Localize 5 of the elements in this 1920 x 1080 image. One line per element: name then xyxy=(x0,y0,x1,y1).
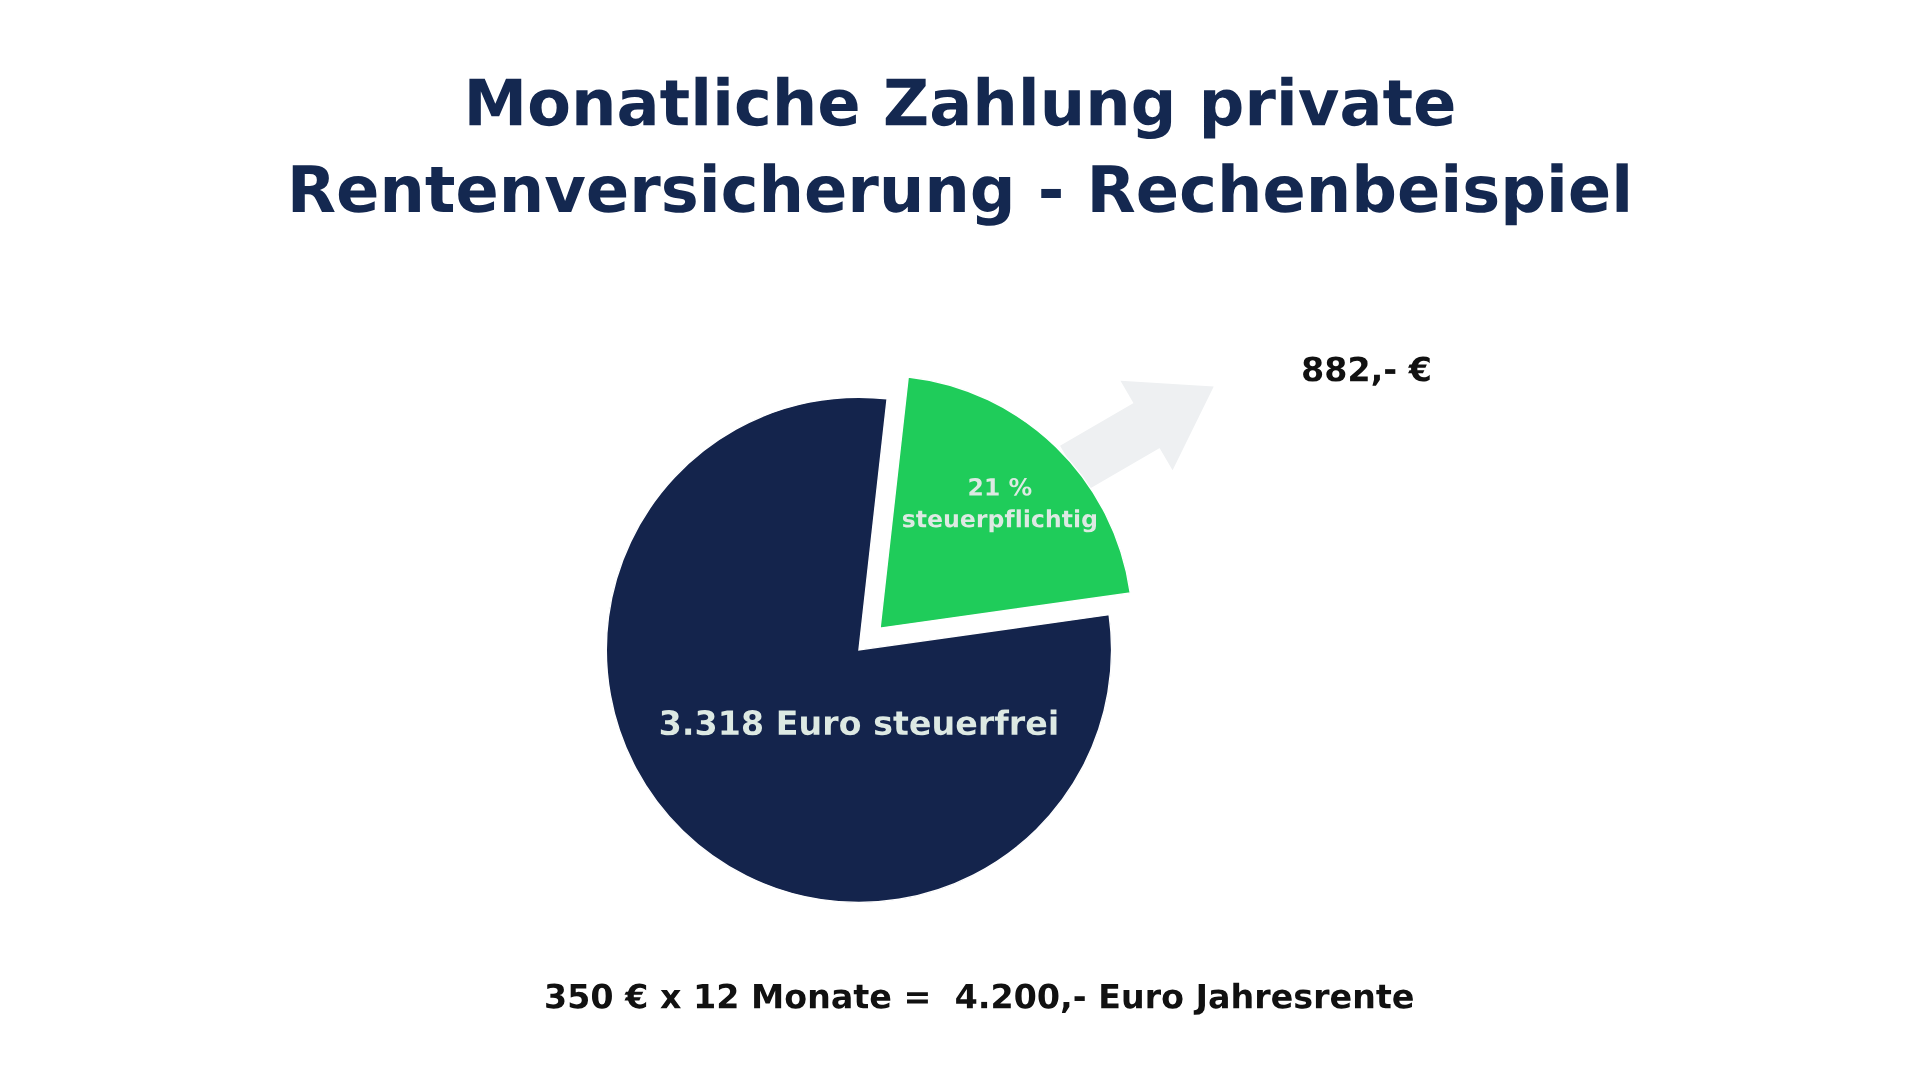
slice-label: 21 % steuerpflichtig xyxy=(902,477,1096,533)
chart-title: Monatliche Zahlung private Rentenversicherung - Rechenbeispiel xyxy=(292,76,1628,226)
text: 350 € x 12 Monate = 4.200,- Euro Jahresrente xyxy=(546,982,1413,1015)
slice-label: 3.318 Euro steuerfrei xyxy=(660,709,1057,736)
text: 882,- € xyxy=(1303,356,1430,386)
